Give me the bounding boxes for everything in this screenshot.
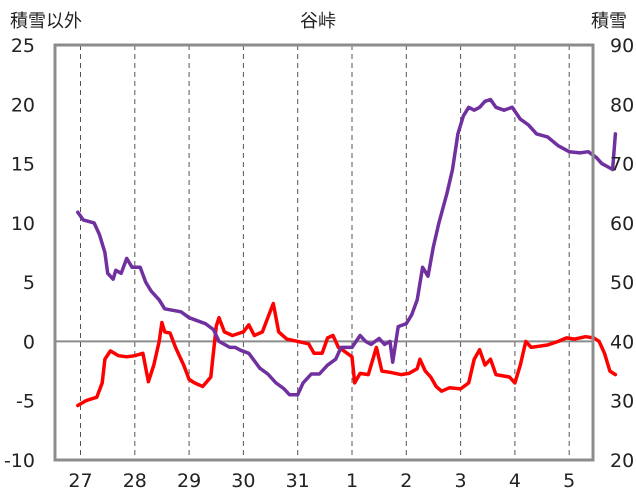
series-layer — [76, 97, 618, 408]
right-y-tick-label: 20 — [610, 450, 634, 472]
snow-depth-series-line — [76, 97, 618, 397]
right-y-tick-label: 30 — [610, 391, 634, 413]
right-y-tick-label: 70 — [610, 154, 634, 176]
x-tick-label: 30 — [231, 470, 255, 492]
x-tick-label: 1 — [346, 470, 358, 492]
left-y-tick-label: 25 — [11, 35, 35, 57]
right-y-tick-label: 80 — [610, 94, 634, 116]
temperature-series-line — [76, 301, 618, 408]
plot-frame — [53, 43, 595, 462]
right-axis-label: 積雪 — [591, 11, 627, 32]
x-tick-label: 4 — [509, 470, 521, 492]
x-tick-label: 28 — [123, 470, 147, 492]
left-y-tick-label: 15 — [11, 154, 35, 176]
left-axis-label: 積雪以外 — [10, 11, 82, 32]
right-y-tick-label: 40 — [610, 331, 634, 353]
left-y-tick-label: -5 — [16, 391, 35, 413]
chart-title: 谷峠 — [300, 11, 336, 32]
left-y-tick-label: 20 — [11, 94, 35, 116]
right-y-tick-label: 50 — [610, 272, 634, 294]
left-y-tick-label: 5 — [23, 272, 35, 294]
right-y-tick-label: 90 — [610, 35, 634, 57]
right-y-tick-label: 60 — [610, 213, 634, 235]
x-tick-label: 3 — [455, 470, 467, 492]
x-tick-label: 27 — [68, 470, 92, 492]
x-tick-label: 5 — [563, 470, 575, 492]
left-y-tick-label: 10 — [11, 213, 35, 235]
left-y-tick-label: -10 — [4, 450, 35, 472]
left-y-tick-label: 0 — [23, 331, 35, 353]
x-tick-label: 29 — [177, 470, 201, 492]
x-tick-label: 2 — [400, 470, 412, 492]
x-tick-label: 31 — [286, 470, 310, 492]
